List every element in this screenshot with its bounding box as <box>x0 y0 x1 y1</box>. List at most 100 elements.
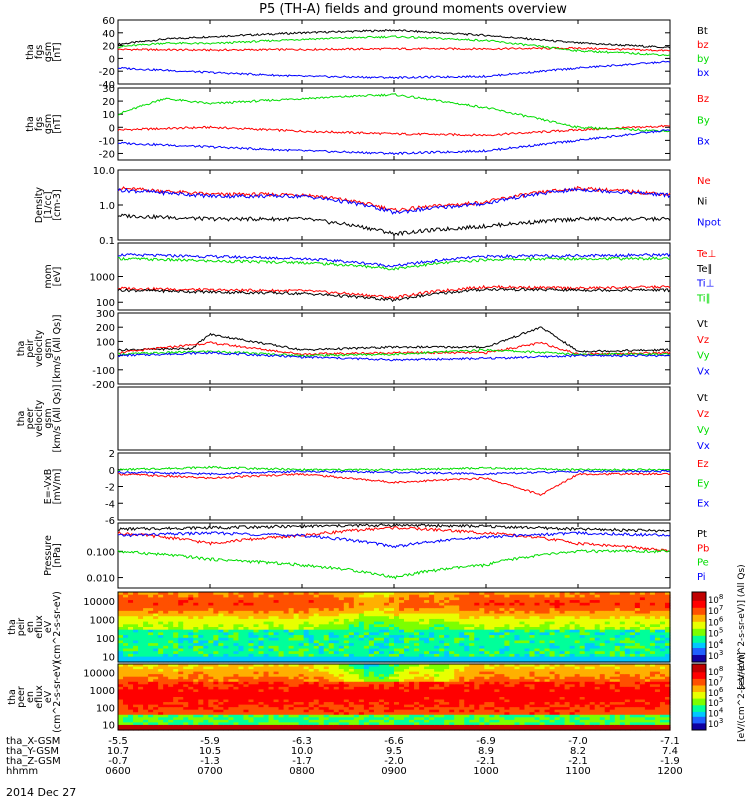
spectrogram-cell <box>243 600 250 604</box>
spectrogram-cell <box>429 653 435 658</box>
spectrogram-cell <box>594 605 601 609</box>
spectrogram-cell <box>378 671 385 675</box>
spectrogram-cell <box>173 679 179 683</box>
spectrogram-cell <box>534 618 541 623</box>
spectrogram-cell <box>664 648 671 652</box>
spectrogram-cell <box>133 707 139 711</box>
spectrogram-cell <box>589 613 596 617</box>
colorbar-cell <box>692 606 706 609</box>
spectrogram-cell <box>128 714 134 718</box>
spectrogram-cell <box>253 656 260 660</box>
spectrogram-cell <box>504 645 511 650</box>
spectrogram-cell <box>308 600 315 604</box>
spectrogram-cell <box>323 722 330 726</box>
spectrogram-cell <box>193 699 199 703</box>
spectrogram-cell <box>399 608 405 612</box>
spectrogram-cell <box>323 616 330 620</box>
spectrogram-cell <box>434 707 440 711</box>
spectrogram-cell <box>263 724 270 729</box>
spectrogram-cell <box>328 618 335 623</box>
spectrogram-cell <box>193 608 199 612</box>
y-axis-label-line: tha <box>25 116 36 132</box>
spectrogram-cell <box>153 632 159 636</box>
spectrogram-cell <box>248 671 255 675</box>
spectrogram-cell <box>193 651 199 655</box>
spectrogram-cell <box>599 637 606 642</box>
spectrogram-cell <box>429 651 435 655</box>
spectrogram-cell <box>273 714 280 718</box>
spectrogram-cell <box>328 724 335 729</box>
spectrogram-cell <box>343 594 350 598</box>
spectrogram-cell <box>188 613 194 617</box>
spectrogram-cell <box>529 616 536 620</box>
spectrogram-cell <box>278 686 285 690</box>
spectrogram-cell <box>253 714 260 718</box>
spectrogram-cell <box>469 608 475 612</box>
spectrogram-cell <box>584 656 591 660</box>
spectrogram-cell <box>388 704 395 708</box>
spectrogram-cell <box>238 659 245 663</box>
spectrogram-cell <box>659 610 666 615</box>
spectrogram-cell <box>569 645 576 650</box>
spectrogram-cell <box>168 651 174 655</box>
y-axis-label-line: eV <box>43 690 54 703</box>
spectrogram-cell <box>283 645 290 650</box>
spectrogram-cell <box>183 709 189 713</box>
spectrogram-cell <box>634 597 641 601</box>
spectrogram-cell <box>148 653 154 658</box>
spectrogram-cell <box>313 635 320 639</box>
spectrogram-cell <box>118 659 124 663</box>
spectrogram-cell <box>474 597 480 601</box>
spectrogram-cell <box>649 645 656 650</box>
spectrogram-cell <box>168 666 174 670</box>
spectrogram-cell <box>353 605 360 609</box>
spectrogram-cell <box>128 697 134 701</box>
spectrogram-cell <box>454 592 460 596</box>
spectrogram-cell <box>298 640 305 644</box>
spectrogram-cell <box>283 719 290 723</box>
spectrogram-cell <box>383 684 390 688</box>
spectrogram-cell <box>614 656 621 660</box>
spectrogram-cell <box>594 610 601 615</box>
y-axis-label-line: [1/cc] <box>43 191 54 218</box>
spectrogram-cell <box>278 632 285 636</box>
spectrogram-cell <box>529 613 536 617</box>
spectrogram-cell <box>163 724 169 729</box>
spectrogram-cell <box>188 616 194 620</box>
spectrogram-cell <box>318 624 325 628</box>
spectrogram-cell <box>378 608 385 612</box>
spectrogram-cell <box>163 656 169 660</box>
spectrogram-cell <box>283 709 290 713</box>
colorbar-cell <box>692 595 706 598</box>
plot-title: P5 (TH-A) fields and ground moments over… <box>259 2 567 17</box>
spectrogram-cell <box>288 656 295 660</box>
spectrogram-cell <box>178 648 184 652</box>
spectrogram-cell <box>178 616 184 620</box>
spectrogram-cell <box>333 712 340 716</box>
spectrogram-cell <box>629 637 636 642</box>
spectrogram-cell <box>163 699 169 703</box>
spectrogram-cell <box>489 616 495 620</box>
spectrogram-cell <box>539 653 546 658</box>
spectrogram-cell <box>313 594 320 598</box>
spectrogram-cell <box>549 613 556 617</box>
spectrogram-cell <box>213 656 219 660</box>
spectrogram-cell <box>228 699 235 703</box>
spectrogram-cell <box>188 648 194 652</box>
spectrogram-cell <box>163 643 169 647</box>
spectrogram-cell <box>253 629 260 633</box>
spectrogram-cell <box>429 592 435 596</box>
spectrogram-cell <box>308 719 315 723</box>
spectrogram-cell <box>353 621 360 625</box>
spectrogram-cell <box>293 624 300 628</box>
spectrogram-cell <box>283 597 290 601</box>
spectrogram-cell <box>383 624 390 628</box>
spectrogram-cell <box>268 681 275 685</box>
spectrogram-cell <box>148 600 154 604</box>
spectrogram-cell <box>399 613 405 617</box>
spectrogram-cell <box>208 635 214 639</box>
spectrogram-cell <box>599 621 606 625</box>
spectrogram-cell <box>644 597 651 601</box>
spectrogram-cell <box>499 643 505 647</box>
spectrogram-cell <box>143 719 149 723</box>
